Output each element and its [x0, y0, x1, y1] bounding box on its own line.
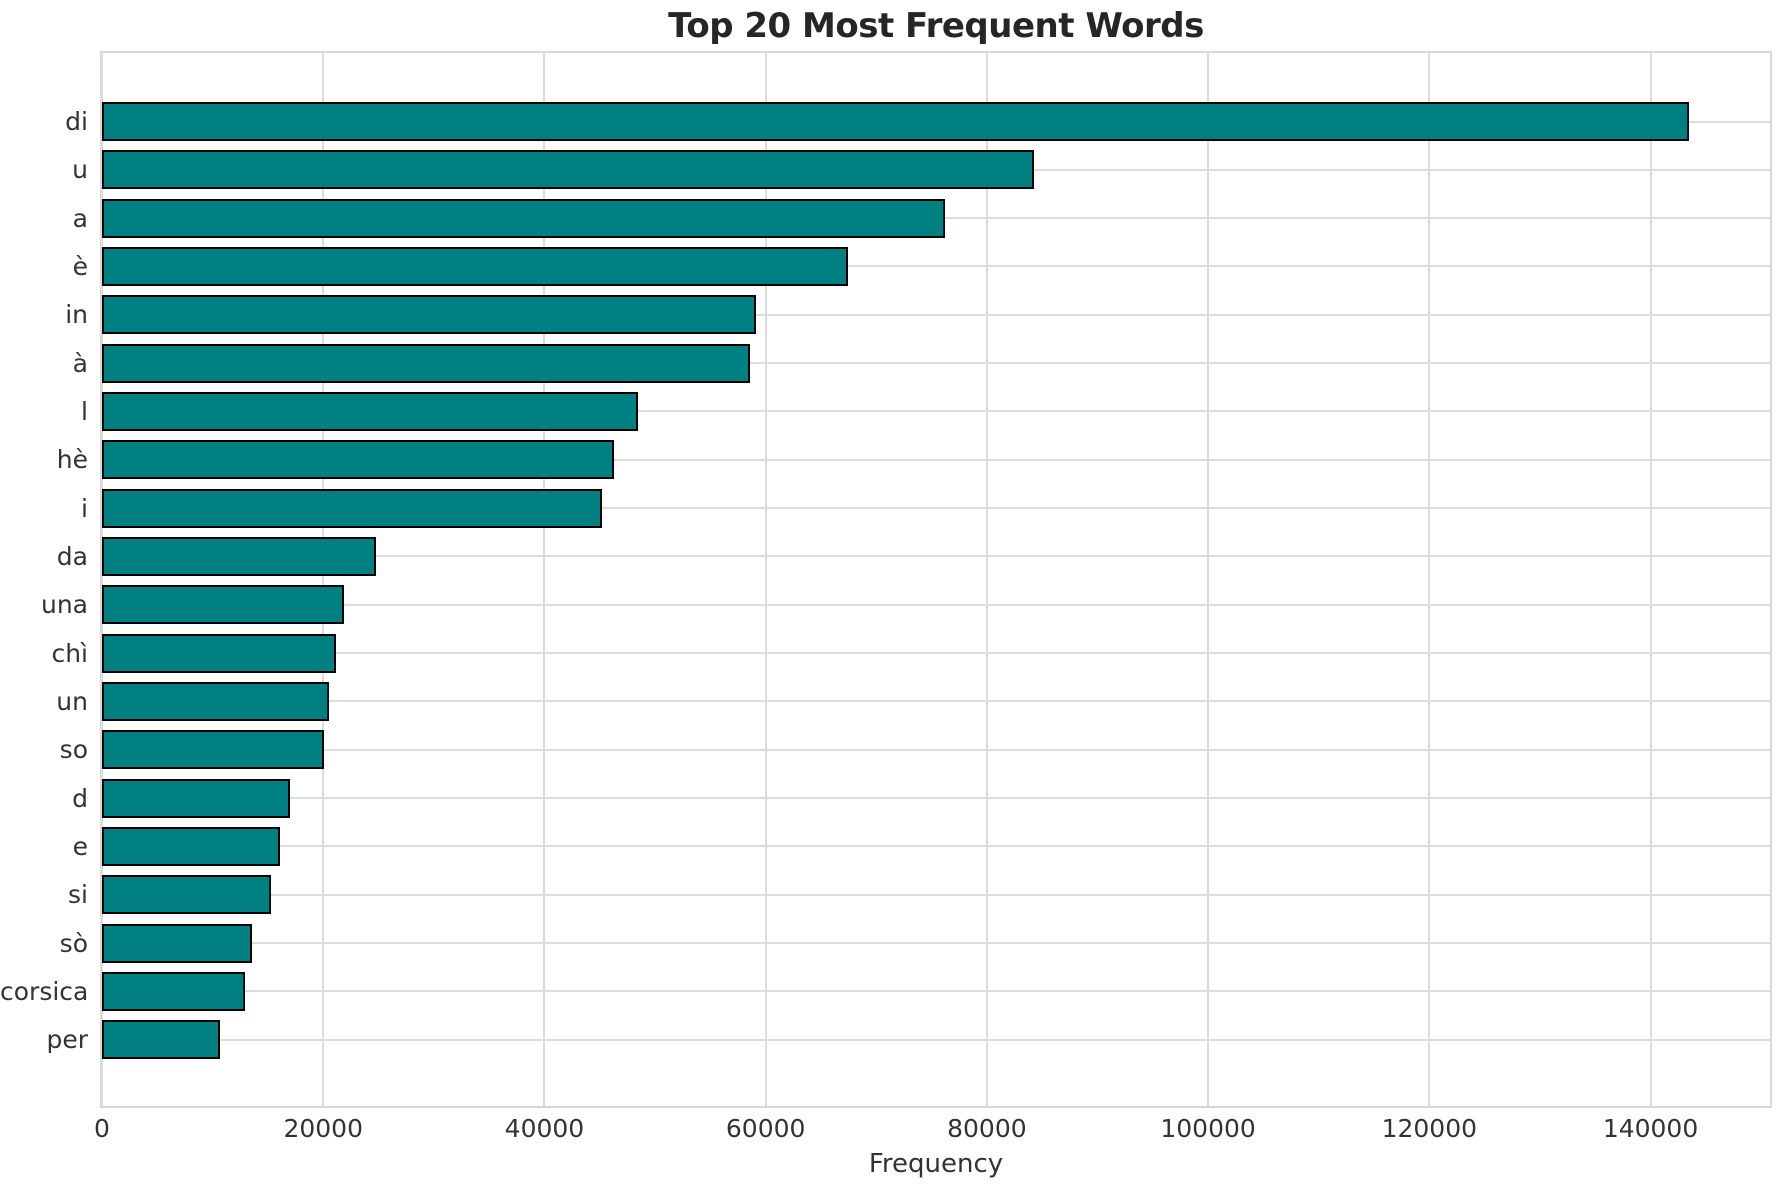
bar-da — [102, 536, 377, 576]
y-gridline — [102, 555, 1770, 558]
y-gridline — [102, 700, 1770, 703]
y-tick-label: u — [72, 155, 88, 185]
y-tick-label: si — [68, 880, 88, 910]
bar-so — [102, 730, 325, 770]
x-tick-label: 120000 — [1381, 1114, 1478, 1143]
y-tick-label: è — [72, 251, 88, 281]
y-gridline — [102, 942, 1770, 945]
x-tick-label: 140000 — [1602, 1114, 1699, 1143]
bar-corsica — [102, 971, 245, 1011]
y-gridline — [102, 990, 1770, 993]
bar-hè — [102, 440, 615, 480]
y-tick-label: in — [65, 300, 88, 330]
bar-in — [102, 295, 756, 335]
y-tick-label: e — [72, 831, 88, 861]
y-gridline — [102, 748, 1770, 751]
bar-è — [102, 246, 848, 286]
y-tick-label: di — [65, 107, 88, 136]
x-gridline — [985, 53, 988, 1106]
bar-una — [102, 585, 345, 625]
y-tick-label: una — [40, 590, 88, 620]
y-tick-label: sò — [59, 928, 88, 958]
y-gridline — [102, 507, 1770, 510]
bar-l — [102, 391, 639, 431]
y-gridline — [102, 652, 1770, 655]
y-tick-label: da — [56, 541, 88, 571]
x-gridline — [764, 53, 767, 1106]
bar-d — [102, 778, 291, 818]
x-gridline — [543, 53, 546, 1106]
x-gridline — [1207, 53, 1210, 1106]
bar-e — [102, 826, 281, 866]
x-gridline — [101, 53, 103, 1106]
x-gridline — [1649, 53, 1652, 1106]
y-gridline — [102, 362, 1770, 365]
bar-à — [102, 343, 751, 383]
x-tick-label: 0 — [94, 1114, 110, 1143]
y-tick-label: so — [59, 735, 88, 765]
x-tick-label: 40000 — [504, 1114, 585, 1143]
y-tick-label: à — [72, 348, 88, 378]
y-tick-label: i — [81, 493, 88, 523]
x-gridline — [322, 53, 325, 1106]
bar-di — [102, 102, 1690, 141]
bar-sò — [102, 923, 253, 963]
y-tick-label: l — [81, 396, 88, 426]
bar-chì — [102, 633, 337, 673]
y-gridline — [102, 458, 1770, 461]
y-gridline — [102, 265, 1770, 268]
bar-un — [102, 681, 329, 721]
x-axis-label: Frequency — [868, 1149, 1004, 1179]
y-tick-label: un — [56, 686, 88, 716]
y-gridline — [102, 603, 1770, 606]
chart-title: Top 20 Most Frequent Words — [668, 6, 1204, 46]
bar-i — [102, 488, 602, 528]
y-tick-label: a — [72, 203, 88, 233]
y-gridline — [102, 845, 1770, 848]
bar-a — [102, 198, 945, 238]
bar-u — [102, 150, 1035, 190]
x-gridline — [1428, 53, 1431, 1106]
y-tick-label: per — [46, 1025, 88, 1055]
y-tick-label: corsica — [0, 976, 89, 1006]
bar-per — [102, 1020, 221, 1060]
y-tick-label: d — [72, 783, 88, 813]
bar-si — [102, 875, 272, 915]
x-tick-label: 60000 — [725, 1114, 806, 1143]
x-tick-label: 80000 — [947, 1114, 1027, 1143]
y-tick-label: hè — [56, 445, 88, 475]
y-gridline — [102, 893, 1770, 896]
x-tick-label: 20000 — [283, 1114, 363, 1143]
x-tick-label: 100000 — [1160, 1114, 1256, 1143]
plot-area — [100, 51, 1772, 1108]
y-gridline — [102, 797, 1770, 800]
y-gridline — [102, 313, 1770, 316]
y-gridline — [102, 410, 1770, 413]
y-tick-label: chì — [51, 638, 88, 668]
y-gridline — [102, 1038, 1770, 1041]
